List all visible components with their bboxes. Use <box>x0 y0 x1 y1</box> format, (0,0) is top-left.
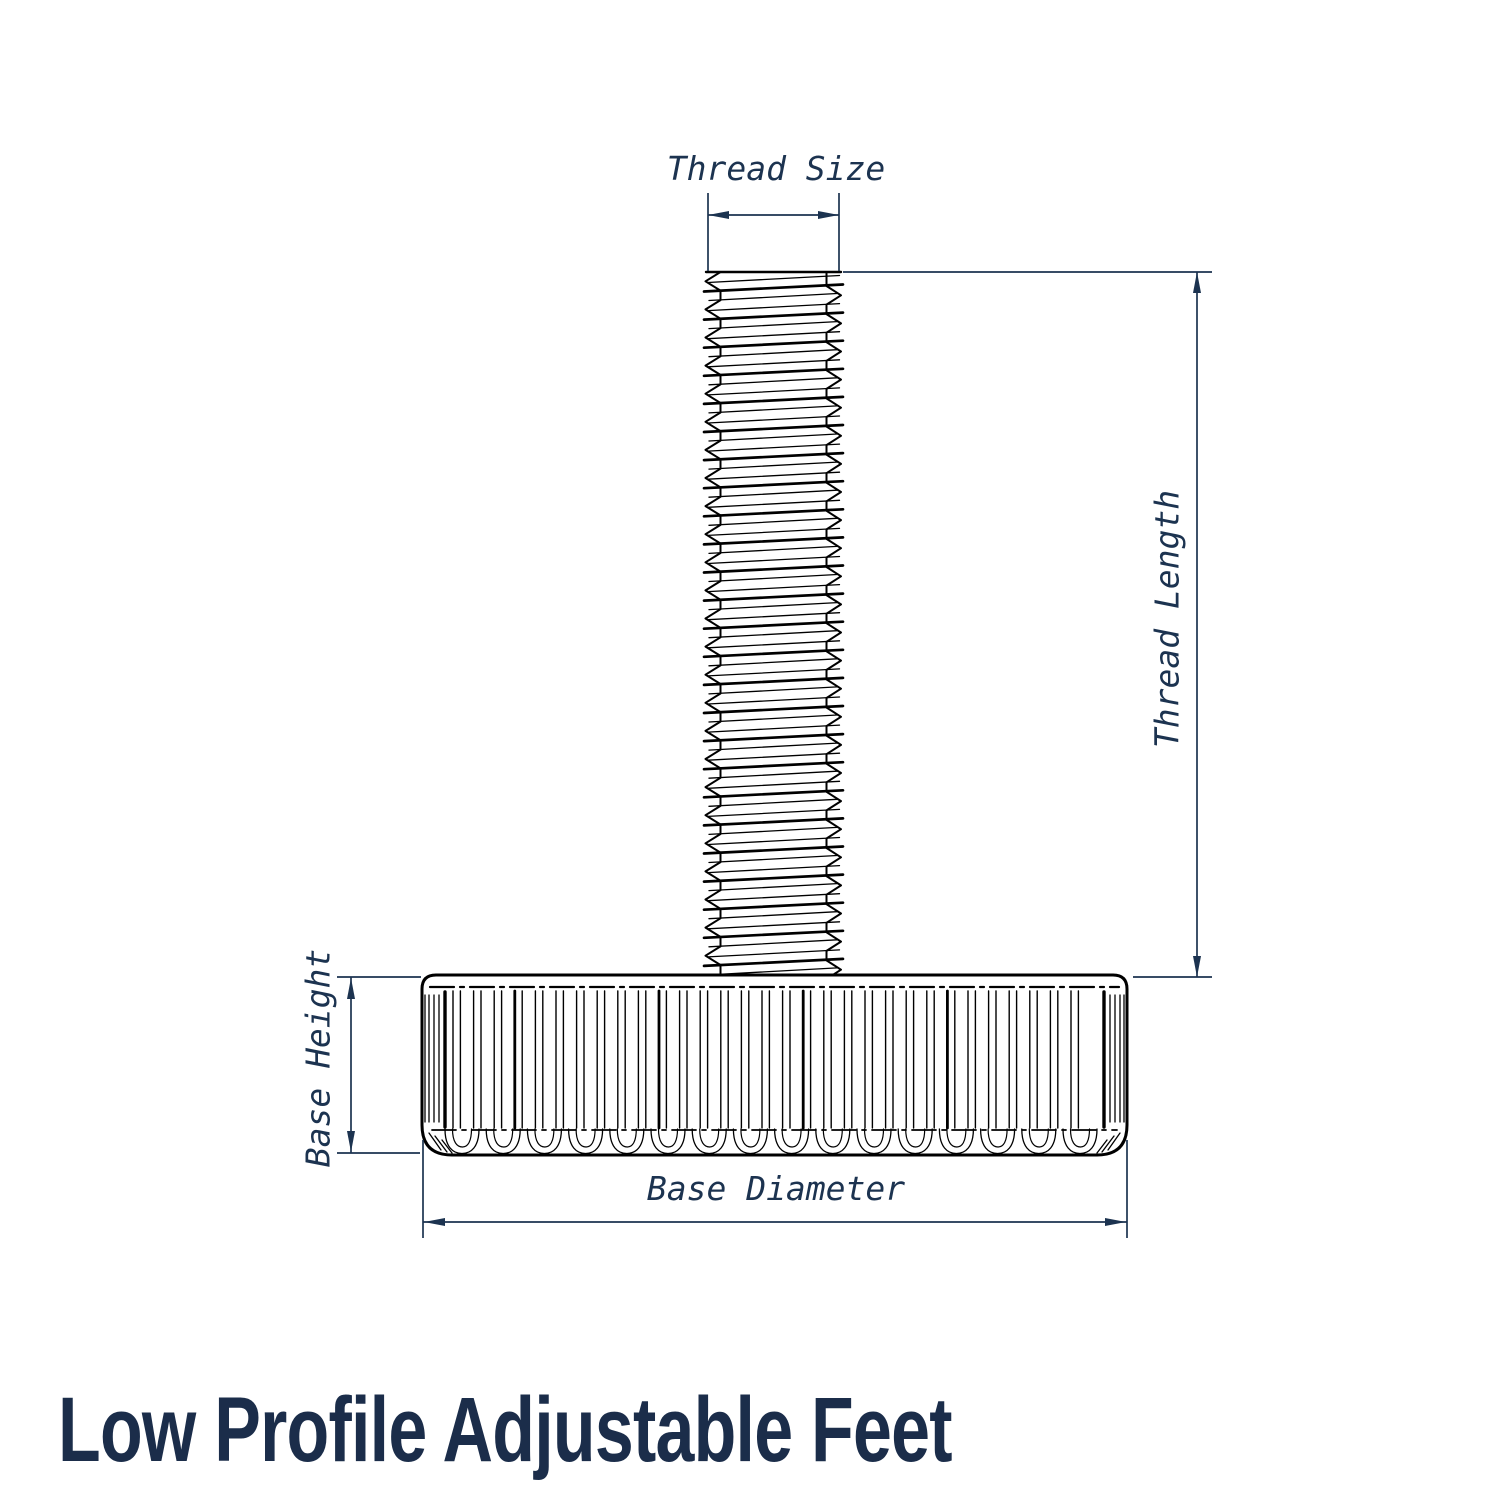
base-diameter-dimension <box>422 1140 1128 1238</box>
thread-size-dimension <box>707 193 840 271</box>
base-bottom-scallops <box>428 1128 1121 1155</box>
base-outline <box>420 973 1129 1157</box>
thread-shaft-drawing <box>702 270 845 980</box>
dimension-annotations <box>337 193 1212 1238</box>
arrowhead-top <box>347 978 355 999</box>
thread-length-label: Thread Length <box>1147 489 1187 749</box>
arrowhead-bottom <box>347 1131 355 1152</box>
arrowhead-right <box>1105 1218 1126 1226</box>
arrowhead-top <box>1193 272 1201 293</box>
base-height-label: Base Height <box>298 948 338 1168</box>
arrowhead-bottom <box>1193 956 1201 977</box>
base-height-dimension <box>337 976 421 1154</box>
base-diameter-label: Base Diameter <box>646 1169 906 1208</box>
thread-size-label: Thread Size <box>666 149 886 188</box>
page-title: Low Profile Adjustable Feet <box>58 1379 952 1481</box>
thread-length-dimension <box>843 271 1212 978</box>
arrowhead-left <box>424 1218 445 1226</box>
knurled-base-drawing <box>420 973 1129 1157</box>
knurl-lines <box>424 989 1125 1130</box>
arrowhead-left <box>708 211 729 219</box>
arrowhead-right <box>818 211 839 219</box>
